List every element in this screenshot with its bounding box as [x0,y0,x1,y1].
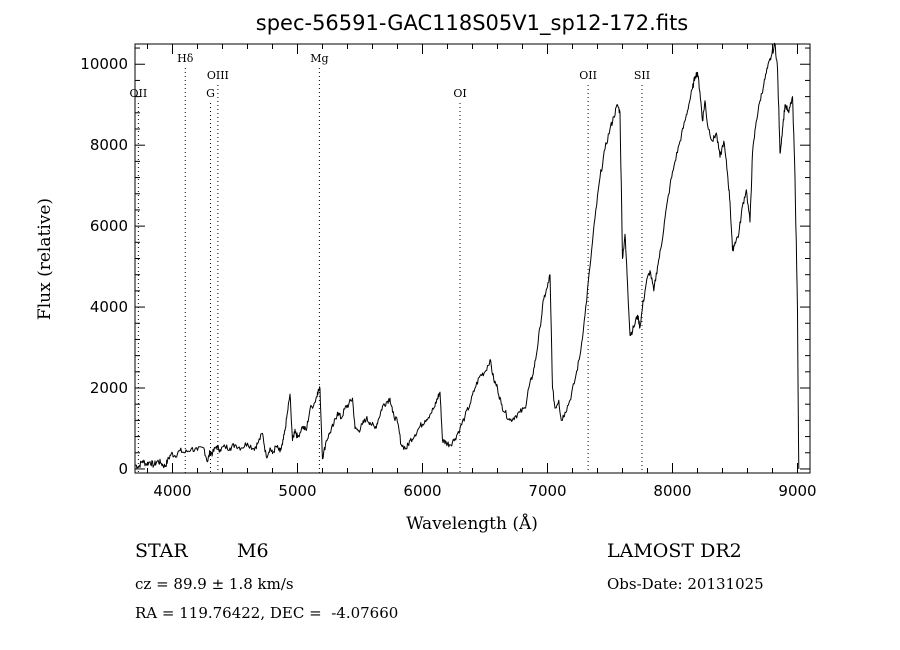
spectral-line-markers: OII Hδ G OIII Mg OI OII SII [130,52,650,473]
spectral-line-label: SII [634,69,650,82]
chart-title: spec-56591-GAC118S05V1_sp12-172.fits [256,11,689,36]
spectral-line-label: G [206,87,215,100]
survey-name: LAMOST DR2 [607,540,742,562]
plot-frame [134,43,811,474]
spectral-line-label: OII [579,69,597,82]
y-tick-label: 4000 [90,298,128,316]
y-tick-label: 2000 [90,379,128,397]
y-tick-label: 6000 [90,217,128,235]
coordinates: RA = 119.76422, DEC = -4.07660 [135,604,399,622]
x-tick-label: 6000 [403,482,441,500]
x-tick-label: 8000 [653,482,691,500]
redshift-value: cz = 89.9 ± 1.8 km/s [135,575,294,593]
x-axis-label: Wavelength (Å) [406,513,538,534]
axes: 4000 5000 6000 7000 8000 9000 0 2000 4000 6000 800… [80,43,817,500]
y-tick-label: 8000 [90,136,128,154]
spectral-line-label: Mg [310,52,328,65]
observation-date: Obs-Date: 20131025 [607,575,764,593]
spectral-line-label: OIII [207,69,229,82]
spectral-line-label: Hδ [177,52,194,65]
x-tick-label: 9000 [778,482,816,500]
spectral-line-label: OII [130,87,148,100]
x-tick-label: 4000 [153,482,191,500]
plot-area [134,42,800,470]
y-axis-label: Flux (relative) [35,198,55,320]
spectral-line-label: OI [453,87,466,100]
object-class: STAR [135,540,188,562]
spectrum-line [134,42,800,470]
object-subclass: M6 [237,540,269,562]
x-tick-label: 5000 [278,482,316,500]
x-tick-label: 7000 [528,482,566,500]
y-tick-label: 0 [118,460,128,478]
y-tick-label: 10000 [80,55,128,73]
